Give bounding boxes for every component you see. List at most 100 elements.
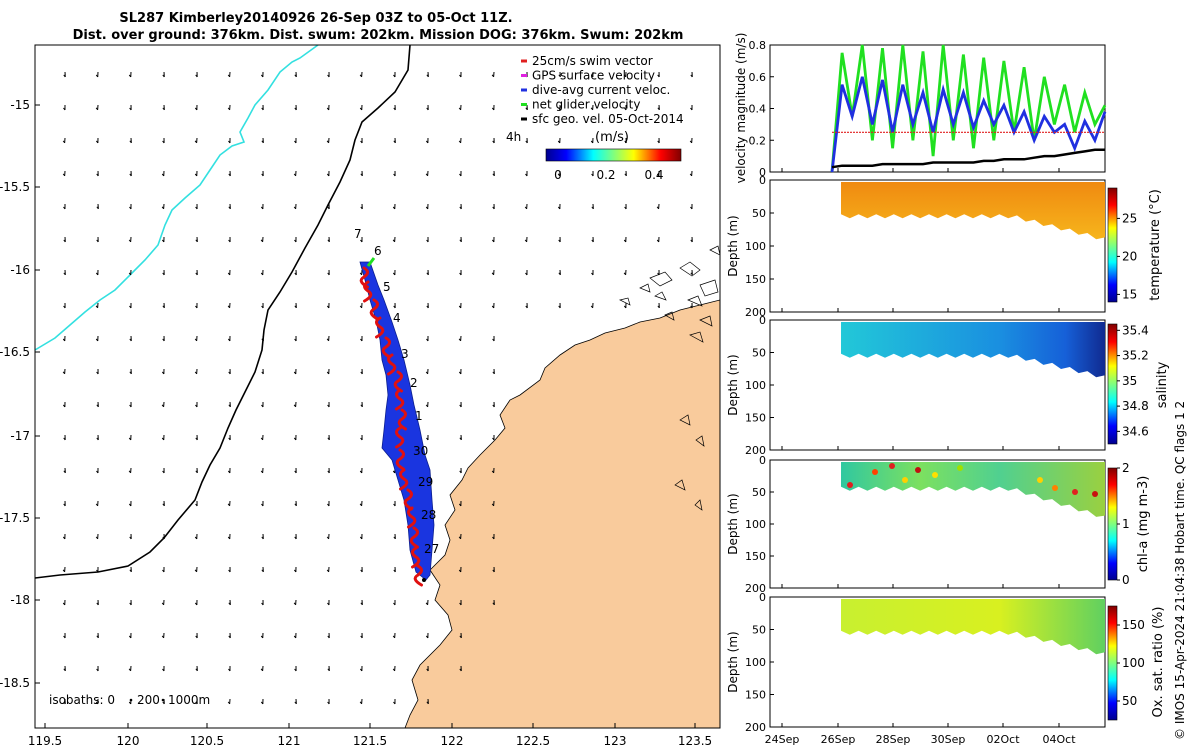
arrow-head xyxy=(359,536,363,540)
isobath-200-label: 200 xyxy=(137,693,160,707)
arrow-head xyxy=(129,140,132,144)
depth-tick-label: 0 xyxy=(759,454,766,467)
time-tick-label: 04Oct xyxy=(1042,733,1076,746)
arrow-head xyxy=(228,371,231,375)
dive-segment xyxy=(407,506,417,529)
arrow-head xyxy=(129,305,132,309)
chla-patch xyxy=(1092,491,1098,497)
colorbar-tick: 0.4 xyxy=(644,168,663,182)
arrow-head xyxy=(360,173,363,177)
arrow-head xyxy=(293,206,297,210)
arrow-head xyxy=(228,569,231,573)
legend-label: dive-avg current veloc. xyxy=(532,83,670,97)
temperature-section xyxy=(841,182,1105,240)
arrow-head xyxy=(326,338,330,342)
dive-segment xyxy=(369,298,379,321)
arrow-head xyxy=(657,272,660,276)
dive-segment xyxy=(411,546,421,569)
arrow-head xyxy=(294,305,297,309)
arrow-head xyxy=(690,272,693,276)
colorbar-tick: 0.2 xyxy=(596,168,615,182)
map-x-tick-label: 123.5 xyxy=(678,734,712,748)
arrow-head xyxy=(129,602,132,606)
velocity-axes xyxy=(769,44,1106,173)
arrow-head xyxy=(558,74,561,78)
arrow-head xyxy=(623,239,627,243)
arrow-head xyxy=(459,173,462,177)
arrow-head xyxy=(62,338,66,342)
velocity-y-tick-label: 0.2 xyxy=(749,134,767,147)
oxygen-section xyxy=(841,599,1105,655)
arrow-head xyxy=(63,503,66,507)
arrow-head xyxy=(359,668,363,672)
depth-tick-label: 150 xyxy=(745,273,766,286)
arrow-head xyxy=(524,239,528,243)
arrow-head xyxy=(491,305,495,309)
arrow-head xyxy=(95,503,99,507)
arrow-head xyxy=(294,470,297,474)
chla-patch xyxy=(889,463,895,469)
dive-segment xyxy=(399,468,409,491)
arrow-head xyxy=(161,437,165,441)
day-label: 3 xyxy=(401,347,409,361)
arrow-head xyxy=(63,305,66,309)
day-label: 29 xyxy=(418,475,433,489)
arrow-head xyxy=(227,305,231,309)
chla-colorbar xyxy=(1107,467,1118,581)
arrow-head xyxy=(360,140,363,144)
arrow-head xyxy=(458,107,462,111)
temperature-panel: 0 50 100 150 200 Depth (m) 15 20 25 temperatur… xyxy=(726,174,1163,319)
arrow-head xyxy=(557,140,561,144)
arrow-head xyxy=(426,437,429,441)
arrow-head xyxy=(426,701,429,705)
dive-segment xyxy=(409,526,419,549)
colorbar-tick-label: 20 xyxy=(1122,249,1137,263)
arrow-head xyxy=(227,107,231,111)
arrow-head xyxy=(557,173,561,177)
velocity-y-axis: 0 0.2 0.4 0.6 0.8 xyxy=(749,39,774,179)
arrow-head xyxy=(425,602,429,606)
arrow-head xyxy=(95,701,99,705)
arrow-head xyxy=(492,536,495,540)
arrow-head xyxy=(327,668,330,672)
arrow-head xyxy=(392,668,396,672)
time-tick-label: 28Sep xyxy=(876,733,911,746)
arrow-head xyxy=(162,668,165,672)
arrow-head xyxy=(425,635,429,639)
time-tick-label: 24Sep xyxy=(765,733,800,746)
arrow-head xyxy=(129,338,132,342)
arrow-head xyxy=(63,239,66,243)
arrow-head xyxy=(63,107,66,111)
salinity-section xyxy=(841,322,1105,378)
colorbar-tick: 0 xyxy=(554,168,562,182)
colorbar-tick-label: 34.6 xyxy=(1122,424,1149,438)
arrow-head xyxy=(293,173,297,177)
depth-tick-label: 200 xyxy=(745,582,766,595)
arrow-head xyxy=(260,239,264,243)
arrow-head xyxy=(227,74,231,78)
arrow-head xyxy=(260,437,264,441)
isobaths-key: isobaths: 0 200 1000m xyxy=(49,693,210,707)
arrow-head xyxy=(458,569,462,573)
chla-patch xyxy=(1052,485,1058,491)
arrow-head xyxy=(492,173,495,177)
arrow-head xyxy=(227,272,231,276)
arrow-head xyxy=(128,74,132,78)
day-label: 30 xyxy=(413,444,428,458)
arrow-head xyxy=(360,635,363,639)
arrow-head xyxy=(624,140,627,144)
arrow-head xyxy=(359,107,363,111)
arrow-head xyxy=(327,74,330,78)
arrow-head xyxy=(590,140,594,144)
day-label: 7 xyxy=(354,227,362,241)
arrow-head xyxy=(194,338,198,342)
arrow-head xyxy=(425,173,429,177)
arrow-head xyxy=(194,536,198,540)
arrow-head xyxy=(195,74,198,78)
arrow-head xyxy=(393,173,396,177)
arrow-head xyxy=(327,404,330,408)
colorbar-tick-label: 50 xyxy=(1122,694,1137,708)
map-x-axis: 119.5 120 120.5 121 121.5 122 122.5 123 123.5 xyxy=(28,723,712,748)
arrow-head xyxy=(624,206,627,210)
arrow-head xyxy=(95,272,99,276)
